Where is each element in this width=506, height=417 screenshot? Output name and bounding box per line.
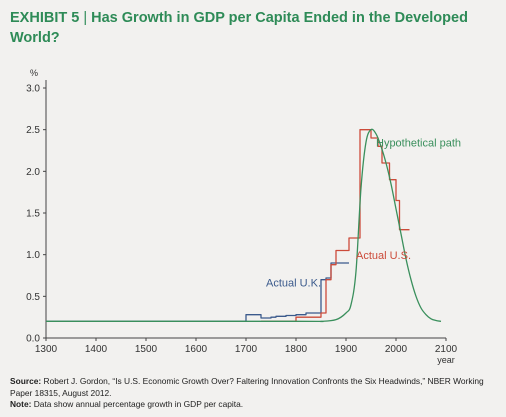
annotation-hypothetical-path: Hypothetical path	[376, 137, 461, 149]
source-note: Source: Robert J. Gordon, “Is U.S. Econo…	[10, 376, 500, 411]
series-line-actual-u-s	[261, 129, 410, 322]
y-tick-label: 0.0	[26, 334, 40, 345]
series-line-actual-u-k	[46, 262, 349, 322]
x-tick-label: 1900	[335, 344, 358, 355]
y-tick-label: 2.5	[26, 125, 40, 136]
gdp-growth-chart: 0.0 0.5 1.0 1.5 2.0 2.5 3.0% 1300 1400 1500 1600 17…	[26, 68, 461, 365]
y-axis-label: %	[30, 68, 38, 78]
y-tick-label: 2.0	[26, 167, 40, 178]
series-line-hypothetical-path	[46, 128, 442, 323]
note-text: Data show annual percentage growth in GD…	[33, 399, 244, 409]
chart-title: EXHIBIT 5 | Has Growth in GDP per Capita…	[10, 8, 498, 48]
annotation-actual-u-s: Actual U.S.	[356, 250, 411, 262]
source-label: Source:	[10, 376, 42, 386]
y-tick-label: 3.0	[26, 84, 40, 95]
x-tick-label: 1300	[35, 344, 58, 355]
x-axis-label: year	[437, 355, 455, 365]
source-text: Robert J. Gordon, “Is U.S. Economic Grow…	[10, 376, 484, 398]
x-tick-label: 1800	[285, 344, 308, 355]
y-tick-label: 1.0	[26, 250, 40, 261]
x-tick-label: 2000	[385, 344, 408, 355]
x-tick-label: 1400	[85, 344, 108, 355]
x-tick-label: 2100	[435, 344, 458, 355]
annotation-actual-u-k: Actual U.K.	[266, 277, 321, 289]
exhibit-label: EXHIBIT 5	[10, 10, 80, 26]
x-tick-label: 1600	[185, 344, 208, 355]
x-tick-label: 1700	[235, 344, 258, 355]
note-line: Note: Data show annual percentage growth…	[10, 399, 500, 411]
y-tick-label: 1.5	[26, 209, 40, 220]
source-line: Source: Robert J. Gordon, “Is U.S. Econo…	[10, 376, 500, 399]
note-label: Note:	[10, 399, 32, 409]
exhibit-title: Has Growth in GDP per Capita Ended in th…	[10, 10, 468, 46]
y-tick-label: 0.5	[26, 292, 40, 303]
x-tick-label: 1500	[135, 344, 158, 355]
title-separator: |	[83, 10, 88, 26]
